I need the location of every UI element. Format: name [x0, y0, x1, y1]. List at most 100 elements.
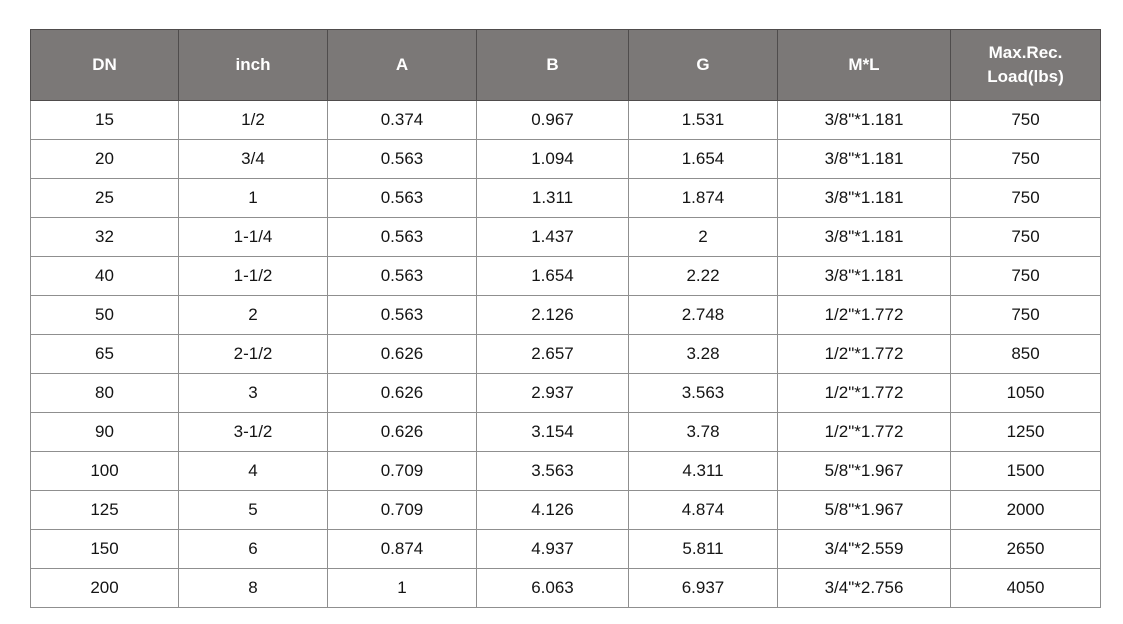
table-row: 125 5 0.709 4.126 4.874 5/8"*1.967 2000 [30, 490, 1101, 530]
table-cell: 3/8"*1.181 [777, 256, 951, 296]
table-cell: 750 [950, 178, 1101, 218]
table-cell: 15 [30, 100, 179, 140]
table-cell: 3.563 [628, 373, 778, 413]
table-cell: 1250 [950, 412, 1101, 452]
table-cell: 1 [327, 568, 477, 608]
table-row: 90 3-1/2 0.626 3.154 3.78 1/2"*1.772 1250 [30, 412, 1101, 452]
table-row: 80 3 0.626 2.937 3.563 1/2"*1.772 1050 [30, 373, 1101, 413]
table-cell: 0.967 [476, 100, 629, 140]
header-cell-dn: DN [30, 29, 179, 101]
table-cell: 0.563 [327, 178, 477, 218]
table-cell: 0.563 [327, 139, 477, 179]
table-cell: 4.937 [476, 529, 629, 569]
header-cell-max-rec-load: Max.Rec. Load(lbs) [950, 29, 1101, 101]
table-cell: 1.874 [628, 178, 778, 218]
table-cell: 1-1/4 [178, 217, 328, 257]
table-cell: 90 [30, 412, 179, 452]
table-cell: 3.28 [628, 334, 778, 374]
table-cell: 65 [30, 334, 179, 374]
table-cell: 1.654 [476, 256, 629, 296]
table-cell: 1 [178, 178, 328, 218]
table-cell: 0.709 [327, 451, 477, 491]
table-cell: 3/4"*2.756 [777, 568, 951, 608]
table-cell: 6 [178, 529, 328, 569]
table-cell: 3.154 [476, 412, 629, 452]
header-cell-b: B [476, 29, 629, 101]
table-cell: 1/2"*1.772 [777, 295, 951, 335]
table-row: 50 2 0.563 2.126 2.748 1/2"*1.772 750 [30, 295, 1101, 335]
table-cell: 3.78 [628, 412, 778, 452]
table-row: 200 8 1 6.063 6.937 3/4"*2.756 4050 [30, 568, 1101, 608]
table-cell: 3/8"*1.181 [777, 139, 951, 179]
table-cell: 1500 [950, 451, 1101, 491]
table-cell: 2.22 [628, 256, 778, 296]
table-cell: 0.626 [327, 412, 477, 452]
table-row: 25 1 0.563 1.311 1.874 3/8"*1.181 750 [30, 178, 1101, 218]
table-cell: 2.748 [628, 295, 778, 335]
table-cell: 100 [30, 451, 179, 491]
table-cell: 200 [30, 568, 179, 608]
table-cell: 125 [30, 490, 179, 530]
table-body: 15 1/2 0.374 0.967 1.531 3/8"*1.181 750 20 3/4 0.… [30, 100, 1101, 608]
table-cell: 32 [30, 217, 179, 257]
table-row: 150 6 0.874 4.937 5.811 3/4"*2.559 2650 [30, 529, 1101, 569]
table-cell: 3.563 [476, 451, 629, 491]
table-cell: 80 [30, 373, 179, 413]
table-cell: 0.709 [327, 490, 477, 530]
table-cell: 750 [950, 217, 1101, 257]
table-cell: 1.654 [628, 139, 778, 179]
table-cell: 0.874 [327, 529, 477, 569]
table-cell: 1.531 [628, 100, 778, 140]
table-cell: 1.311 [476, 178, 629, 218]
table-cell: 0.563 [327, 295, 477, 335]
table-cell: 850 [950, 334, 1101, 374]
table-cell: 4.311 [628, 451, 778, 491]
table-cell: 750 [950, 100, 1101, 140]
table-cell: 2.937 [476, 373, 629, 413]
table-cell: 150 [30, 529, 179, 569]
table-row: 32 1-1/4 0.563 1.437 2 3/8"*1.181 750 [30, 217, 1101, 257]
table-cell: 3/4 [178, 139, 328, 179]
table-cell: 5/8"*1.967 [777, 490, 951, 530]
table-cell: 0.374 [327, 100, 477, 140]
table-cell: 50 [30, 295, 179, 335]
table-cell: 4.874 [628, 490, 778, 530]
table-cell: 1050 [950, 373, 1101, 413]
table-cell: 0.626 [327, 373, 477, 413]
table-cell: 40 [30, 256, 179, 296]
table-cell: 2 [628, 217, 778, 257]
table-cell: 0.626 [327, 334, 477, 374]
header-cell-ml: M*L [777, 29, 951, 101]
table-cell: 3/8"*1.181 [777, 100, 951, 140]
header-cell-inch: inch [178, 29, 328, 101]
table-cell: 750 [950, 256, 1101, 296]
table-cell: 4.126 [476, 490, 629, 530]
table-cell: 1.437 [476, 217, 629, 257]
table-row: 65 2-1/2 0.626 2.657 3.28 1/2"*1.772 850 [30, 334, 1101, 374]
table-cell: 0.563 [327, 217, 477, 257]
table-header: DN inch A B G M*L Max.Rec. Load(lbs) [30, 29, 1101, 101]
table-row: 20 3/4 0.563 1.094 1.654 3/8"*1.181 750 [30, 139, 1101, 179]
table-cell: 0.563 [327, 256, 477, 296]
header-row: DN inch A B G M*L Max.Rec. Load(lbs) [30, 29, 1101, 101]
table-cell: 6.063 [476, 568, 629, 608]
header-cell-g: G [628, 29, 778, 101]
table-cell: 2.126 [476, 295, 629, 335]
table-cell: 750 [950, 139, 1101, 179]
table-cell: 3/8"*1.181 [777, 178, 951, 218]
table-cell: 2 [178, 295, 328, 335]
table-cell: 20 [30, 139, 179, 179]
table-cell: 4 [178, 451, 328, 491]
table-cell: 1/2"*1.772 [777, 334, 951, 374]
table-cell: 8 [178, 568, 328, 608]
table-cell: 1/2 [178, 100, 328, 140]
table-cell: 3 [178, 373, 328, 413]
table-cell: 2650 [950, 529, 1101, 569]
table-cell: 3/8"*1.181 [777, 217, 951, 257]
table-cell: 25 [30, 178, 179, 218]
table-cell: 1-1/2 [178, 256, 328, 296]
table-row: 100 4 0.709 3.563 4.311 5/8"*1.967 1500 [30, 451, 1101, 491]
table-cell: 5.811 [628, 529, 778, 569]
table-cell: 1/2"*1.772 [777, 412, 951, 452]
